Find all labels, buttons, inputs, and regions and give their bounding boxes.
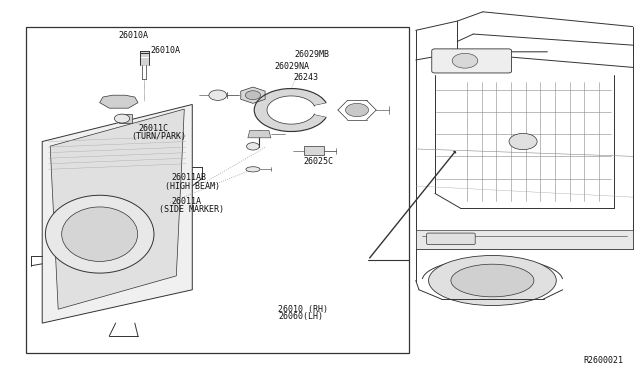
- Ellipse shape: [429, 256, 556, 305]
- Circle shape: [509, 134, 537, 150]
- Polygon shape: [100, 95, 138, 108]
- Text: (HIGH BEAM): (HIGH BEAM): [166, 182, 220, 190]
- Ellipse shape: [61, 207, 138, 262]
- Text: 26011AB: 26011AB: [172, 173, 207, 182]
- Ellipse shape: [451, 264, 534, 297]
- Polygon shape: [241, 87, 265, 103]
- Circle shape: [209, 90, 227, 100]
- FancyBboxPatch shape: [432, 49, 511, 73]
- FancyBboxPatch shape: [427, 233, 475, 244]
- Polygon shape: [254, 89, 326, 132]
- Text: (SIDE MARKER): (SIDE MARKER): [159, 205, 224, 214]
- Ellipse shape: [246, 167, 260, 172]
- Text: (TURN/PARK): (TURN/PARK): [131, 132, 186, 141]
- Text: 26010 (RH): 26010 (RH): [278, 305, 328, 314]
- Text: 26010A: 26010A: [151, 46, 180, 55]
- Text: 26029NA: 26029NA: [274, 62, 309, 71]
- Text: 26010A: 26010A: [119, 31, 149, 41]
- Polygon shape: [50, 109, 184, 309]
- Ellipse shape: [45, 195, 154, 273]
- Polygon shape: [416, 231, 633, 249]
- Circle shape: [452, 53, 477, 68]
- Circle shape: [246, 142, 259, 150]
- Text: R2600021: R2600021: [583, 356, 623, 365]
- Circle shape: [245, 91, 260, 100]
- Text: 26011C: 26011C: [138, 124, 168, 133]
- Polygon shape: [42, 105, 192, 323]
- Bar: [304, 146, 324, 155]
- Bar: [26, 27, 410, 353]
- Text: 26025C: 26025C: [303, 157, 333, 166]
- Text: 26029MB: 26029MB: [294, 50, 330, 59]
- Circle shape: [346, 103, 369, 117]
- Circle shape: [115, 114, 130, 123]
- Polygon shape: [119, 114, 132, 123]
- Text: 26060(LH): 26060(LH): [278, 312, 323, 321]
- Text: 26243: 26243: [293, 73, 318, 82]
- Polygon shape: [248, 131, 271, 138]
- Text: 26011A: 26011A: [172, 197, 202, 206]
